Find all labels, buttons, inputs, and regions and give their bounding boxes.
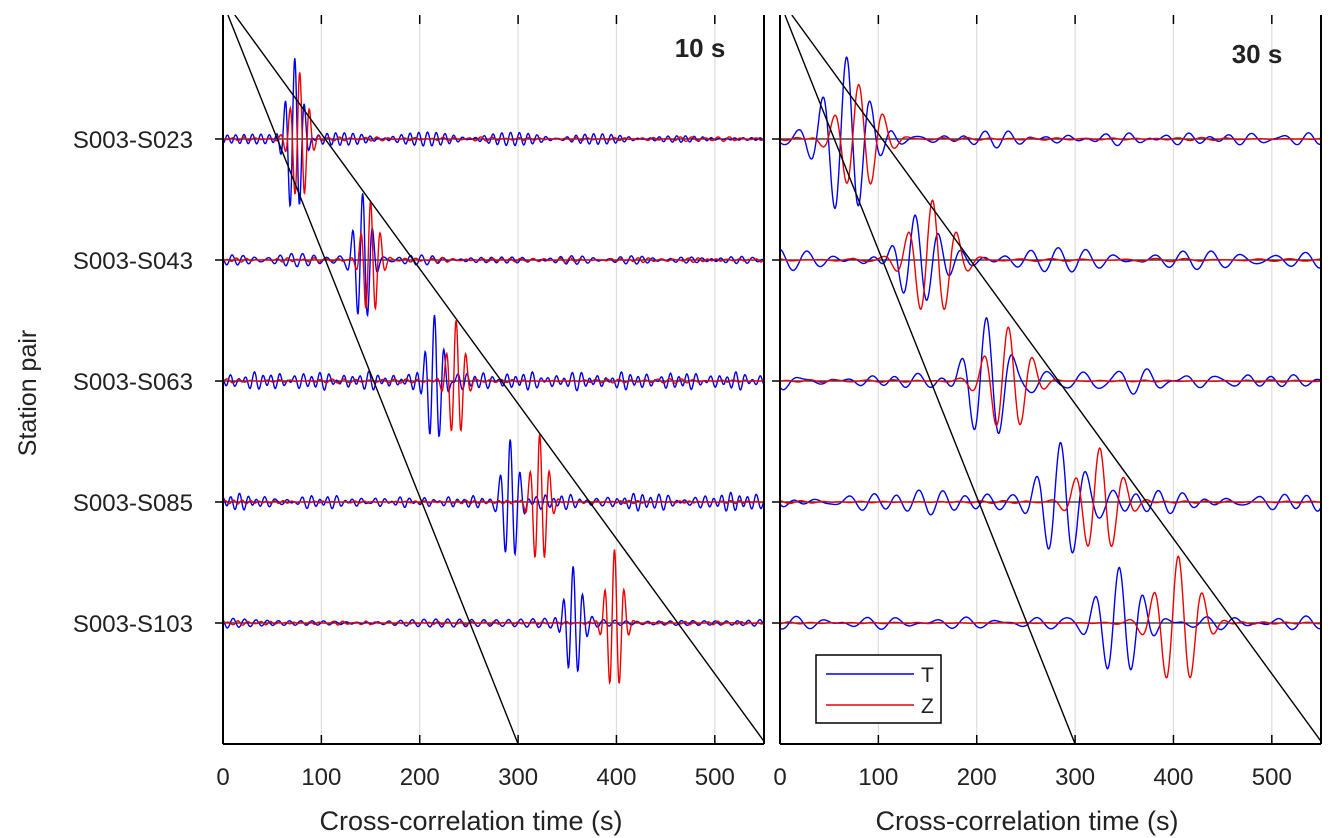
x-axis-label-left: Cross-correlation time (s) [319, 806, 622, 836]
waveform-T-row-5 [780, 566, 1321, 671]
x-tick-label: 200 [400, 764, 440, 791]
x-tick-label: 300 [1055, 764, 1095, 791]
waveform-Z-row-5 [780, 555, 1321, 679]
waveform-T-row-4 [780, 441, 1321, 554]
x-axis-label-right: Cross-correlation time (s) [875, 806, 1178, 836]
x-tick-label: 0 [216, 764, 229, 791]
moveout-line-2 [791, 15, 1321, 743]
waveform-Z-row-2 [223, 200, 764, 311]
y-tick-label: S003-S103 [73, 611, 193, 638]
legend-label-z: Z [921, 695, 934, 718]
waveforms [780, 15, 1321, 744]
waveform-Z-row-3 [223, 320, 764, 432]
x-tick-label: 200 [957, 764, 997, 791]
panel-label-10s: 10 s [675, 33, 726, 63]
x-tick-label: 100 [858, 764, 898, 791]
x-tick-label: 500 [695, 764, 735, 791]
waveform-T-row-3 [780, 316, 1321, 434]
x-tick-label: 500 [1252, 764, 1292, 791]
x-tick-label: 400 [1153, 764, 1193, 791]
waveform-Z-row-5 [223, 549, 764, 686]
y-tick-label: S003-S043 [73, 248, 193, 275]
legend-label-t: T [921, 664, 934, 687]
waveform-T-row-2 [780, 214, 1321, 302]
legend-box [815, 654, 942, 724]
y-tick-label: S003-S063 [73, 369, 193, 396]
moveout-line-2 [234, 15, 764, 743]
moveout-line-1 [227, 15, 519, 744]
waveform-Z-row-1 [223, 72, 764, 196]
y-tick-label: S003-S085 [73, 490, 193, 517]
panel-label-30s: 30 s [1232, 39, 1283, 69]
waveform-T-row-2 [223, 193, 764, 318]
moveout-line-1 [784, 15, 1076, 744]
panel-10s: 0 100 200 300 400 500 S003-S023 S003-S043 S003-S… [73, 15, 765, 791]
waveform-T-row-3 [223, 314, 764, 438]
x-tick-label: 100 [301, 764, 341, 791]
waveform-T-row-4 [223, 439, 764, 557]
legend: T Z [815, 654, 942, 724]
waveform-T-row-1 [780, 56, 1321, 210]
x-tick-label: 300 [498, 764, 538, 791]
y-tick-label: S003-S023 [73, 127, 193, 154]
waveform-Z-row-4 [223, 434, 764, 559]
waveform-T-row-5 [223, 566, 764, 673]
y-axis-label: Station pair [14, 330, 42, 456]
waveforms [223, 15, 764, 744]
waveform-Z-row-3 [780, 326, 1321, 427]
x-tick-label: 0 [773, 764, 786, 791]
waveform-Z-row-1 [780, 83, 1321, 185]
waveform-Z-row-4 [780, 447, 1321, 548]
panel-30s: 0 100 200 300 400 500 [772, 15, 1322, 791]
waveform-Z-row-2 [780, 199, 1321, 311]
x-tick-label: 400 [596, 764, 636, 791]
